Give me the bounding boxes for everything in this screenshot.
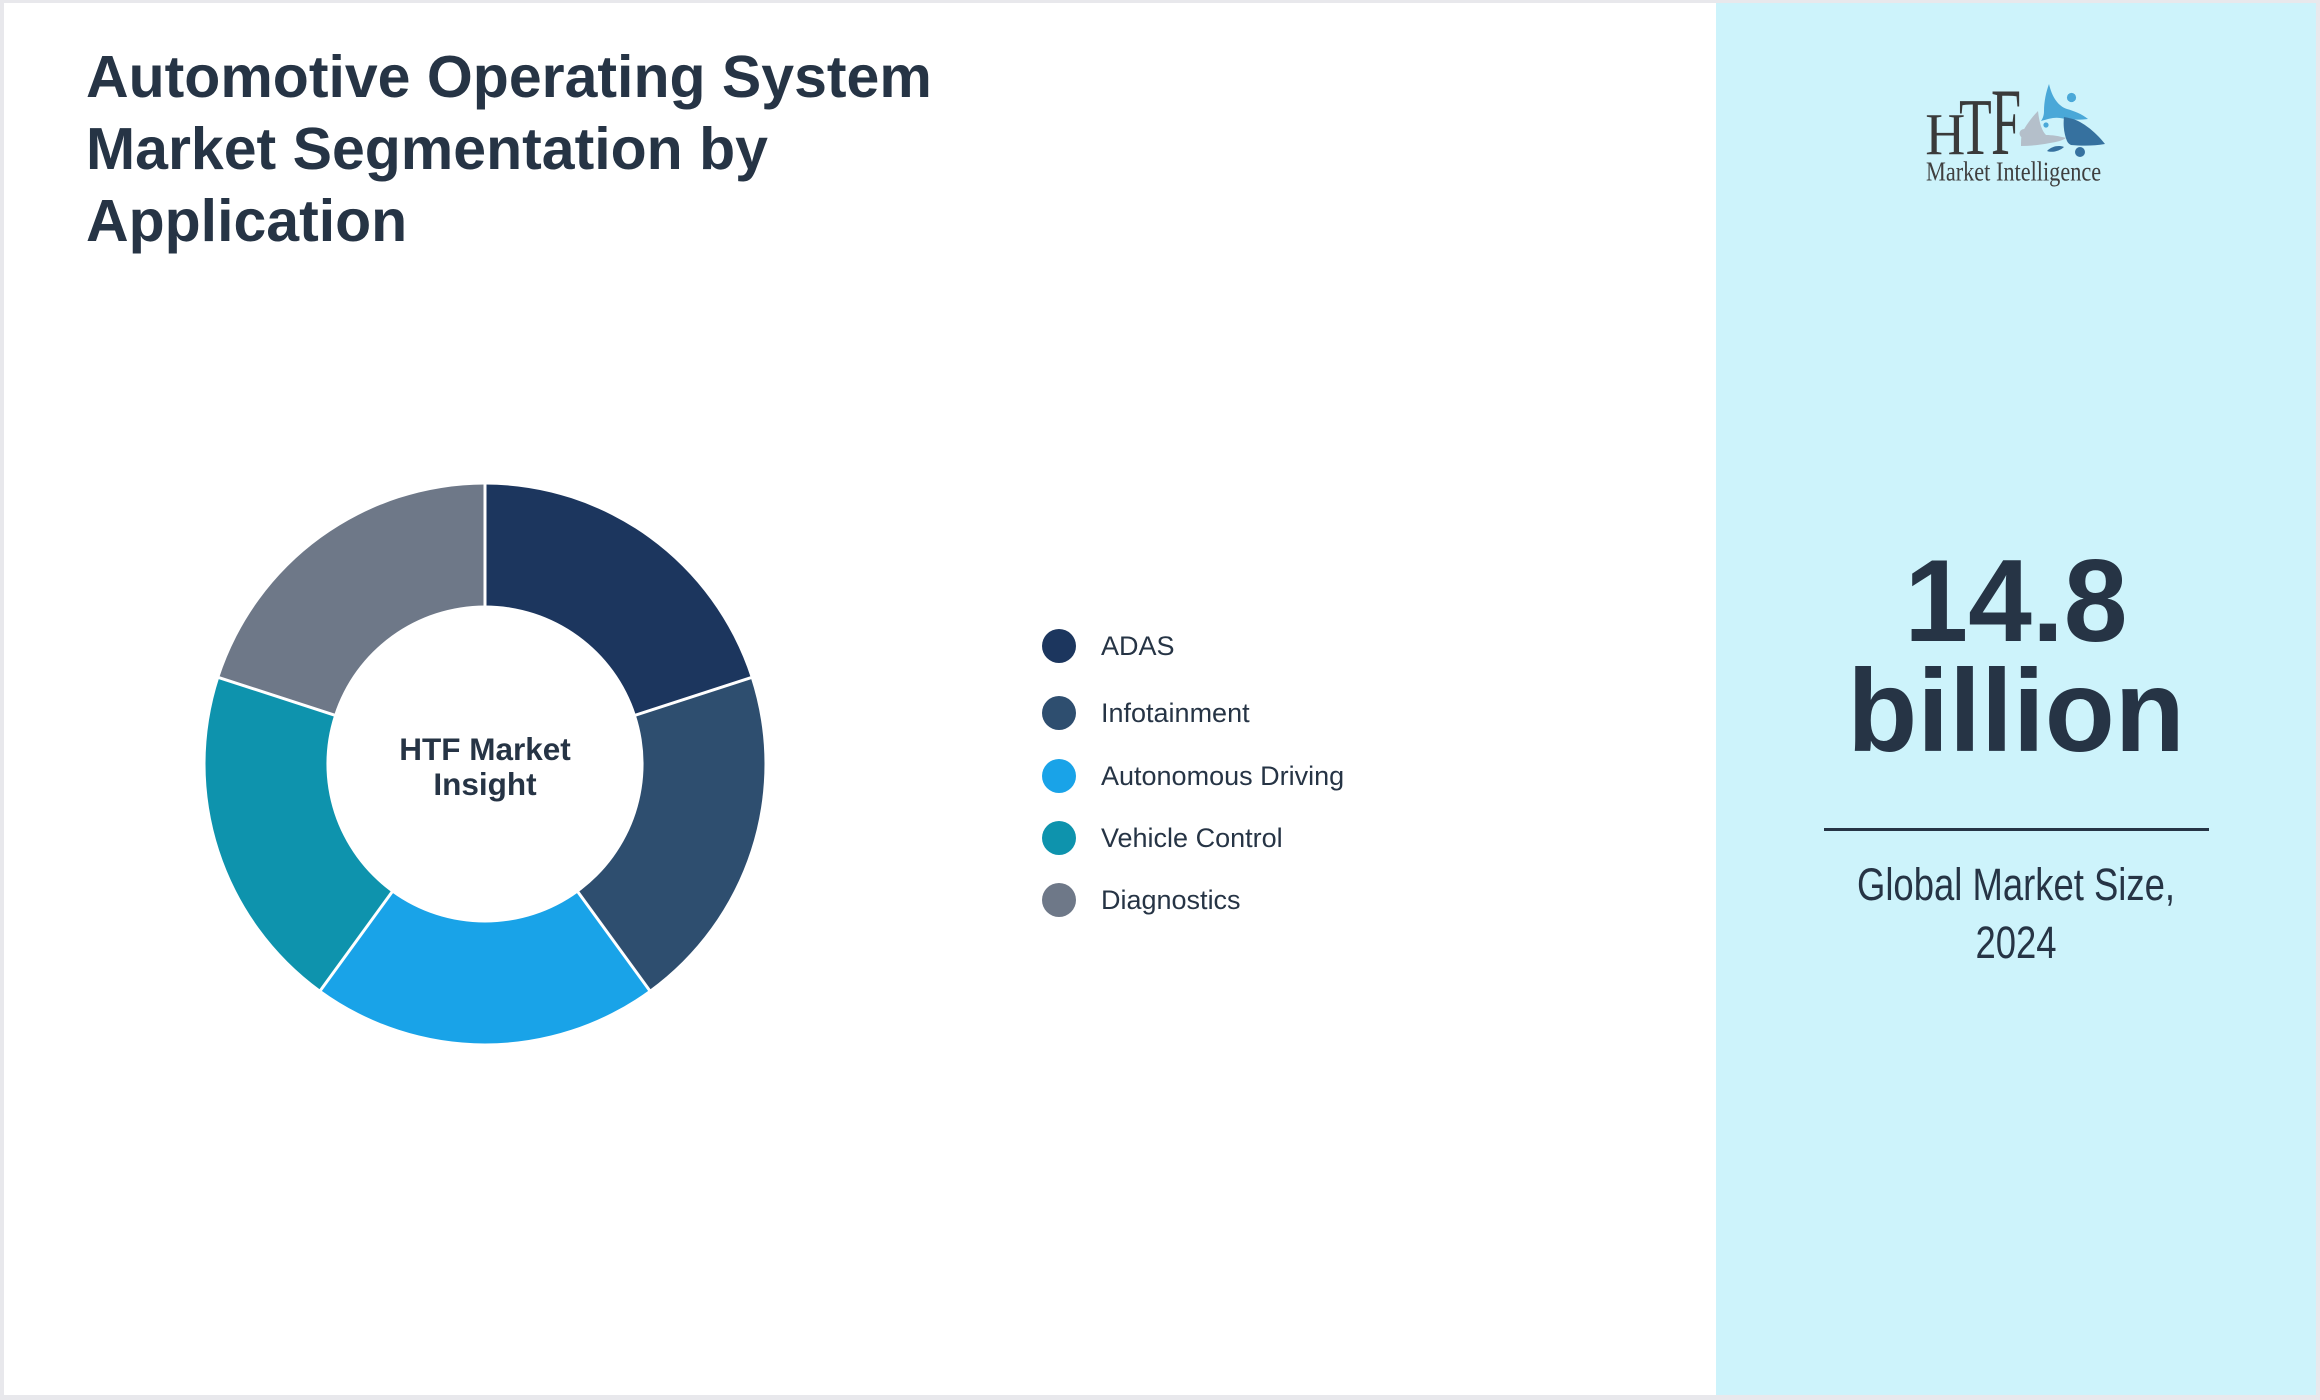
svg-text:H: H: [1925, 103, 1965, 168]
svg-text:F: F: [1991, 75, 2021, 175]
svg-text:Market Intelligence: Market Intelligence: [1926, 157, 2101, 187]
svg-text:T: T: [1959, 83, 1992, 172]
